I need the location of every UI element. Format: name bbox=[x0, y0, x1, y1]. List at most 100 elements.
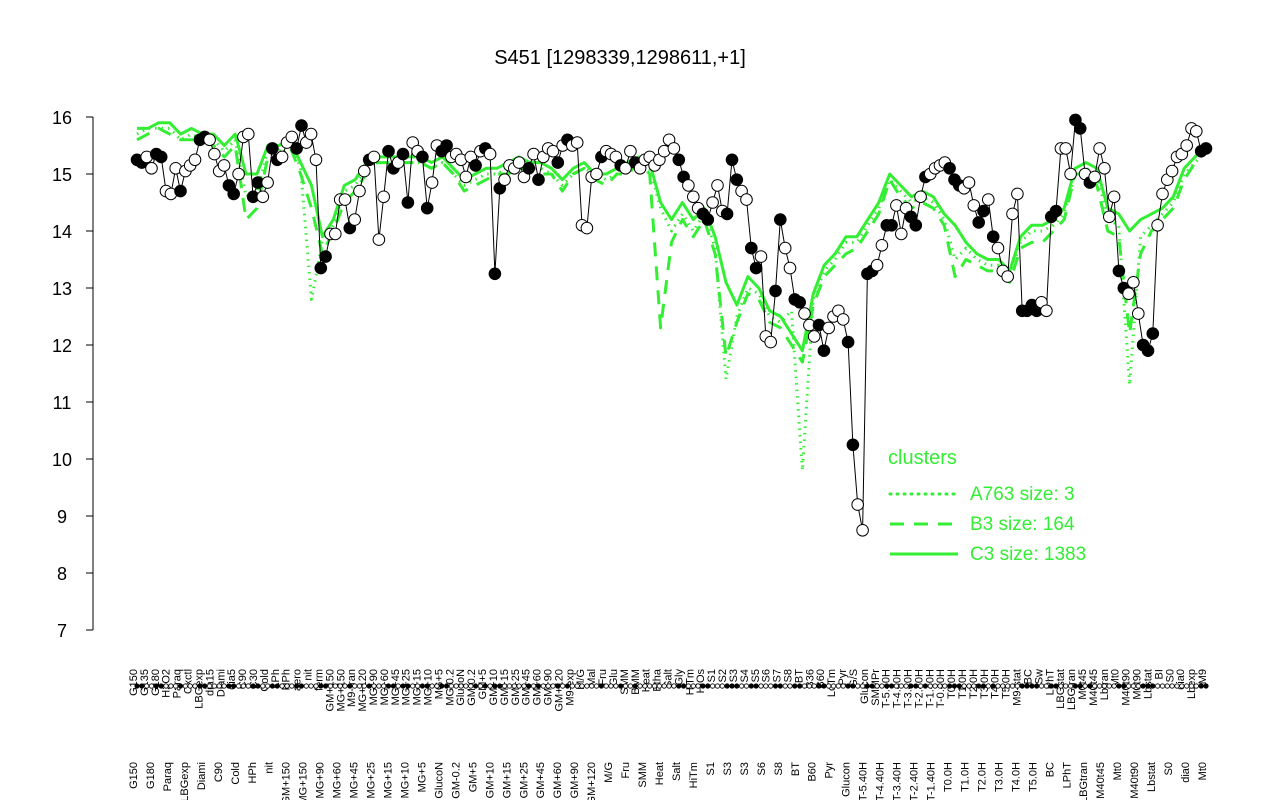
x-rug-marker bbox=[1179, 683, 1185, 689]
x-tick-label-lower: GM+120 bbox=[586, 762, 598, 800]
x-rug-marker bbox=[1101, 683, 1108, 689]
x-tick-label-upper: MG+120 bbox=[357, 669, 369, 712]
x-rug-marker bbox=[1068, 683, 1074, 689]
x-rug-marker bbox=[801, 683, 808, 689]
data-point bbox=[793, 296, 807, 309]
x-rug-marker bbox=[506, 683, 513, 689]
x-tick-label-lower: MG+15 bbox=[383, 762, 395, 798]
x-tick-label-upper: S7 bbox=[772, 669, 784, 682]
x-tick-label-lower: Mt0 bbox=[1112, 762, 1124, 780]
x-rug-marker bbox=[497, 683, 503, 689]
x-rug-marker bbox=[1150, 683, 1156, 689]
x-rug-marker bbox=[1135, 683, 1141, 689]
data-point bbox=[1127, 276, 1140, 289]
x-rug-marker bbox=[400, 683, 406, 689]
data-point bbox=[706, 196, 719, 209]
x-rug-marker bbox=[443, 683, 450, 689]
x-rug-marker bbox=[1014, 683, 1021, 689]
x-tick-label-upper: dia15 bbox=[204, 669, 216, 696]
data-point bbox=[232, 167, 245, 181]
x-rug-marker bbox=[811, 683, 817, 689]
data-point bbox=[991, 241, 1005, 255]
x-tick-label-upper: S0 bbox=[1164, 669, 1176, 682]
data-point bbox=[725, 153, 739, 167]
data-points bbox=[130, 113, 1213, 537]
x-tick-label-lower: S6 bbox=[756, 762, 768, 775]
x-rug-marker bbox=[385, 683, 392, 689]
data-point bbox=[783, 261, 797, 275]
x-rug-marker bbox=[1155, 683, 1161, 689]
x-rug-marker bbox=[298, 683, 305, 689]
data-point bbox=[459, 170, 473, 184]
data-point bbox=[1059, 142, 1072, 155]
x-tick-label-lower: S3 bbox=[739, 762, 751, 775]
x-rug-marker bbox=[932, 683, 938, 689]
data-point bbox=[309, 153, 323, 167]
x-tick-label-upper: M9 bbox=[1197, 669, 1209, 684]
x-tick-label-upper: LBGexp bbox=[193, 669, 205, 709]
x-rug-marker bbox=[366, 683, 372, 689]
data-point bbox=[619, 162, 632, 175]
x-rug-marker bbox=[656, 683, 663, 689]
data-point bbox=[295, 119, 308, 132]
x-tick-label-lower: GM+150 bbox=[281, 762, 293, 800]
x-rug-marker bbox=[327, 683, 334, 689]
legend: clusters A763 size: 3 B3 size: 164 C3 si… bbox=[888, 447, 1086, 565]
x-tick-label-lower: MG+10 bbox=[400, 762, 412, 798]
x-rug-marker bbox=[236, 683, 242, 689]
x-rug-marker bbox=[763, 683, 769, 689]
x-tick-label-upper: T0.0H bbox=[946, 669, 958, 699]
x-rug-marker bbox=[264, 683, 271, 689]
data-point bbox=[769, 284, 782, 298]
data-point bbox=[154, 150, 168, 164]
x-tick-label-lower: T-5.40H bbox=[858, 762, 870, 800]
x-rug-marker bbox=[410, 683, 416, 689]
x-rug-marker bbox=[1072, 683, 1079, 689]
x-rug-marker bbox=[202, 683, 208, 689]
x-rug-marker bbox=[564, 683, 571, 689]
x-tick-label-upper: S6 bbox=[761, 669, 773, 682]
x-rug-marker bbox=[1024, 683, 1030, 689]
legend-label-b3: B3 size: 164 bbox=[970, 514, 1075, 535]
x-rug-marker bbox=[603, 683, 609, 689]
data-point bbox=[895, 227, 908, 241]
x-rug-marker bbox=[738, 683, 745, 689]
data-point bbox=[846, 438, 860, 452]
data-point bbox=[1011, 187, 1024, 201]
x-rug-marker bbox=[719, 683, 725, 689]
data-point bbox=[353, 184, 366, 198]
x-tick-label-lower: HiTm bbox=[688, 762, 700, 788]
x-rug-marker bbox=[1145, 683, 1151, 689]
x-rug-marker bbox=[966, 683, 972, 689]
data-point bbox=[580, 221, 594, 235]
y-tick-label: 14 bbox=[52, 222, 72, 242]
x-tick-label-lower: G150 bbox=[128, 762, 140, 789]
x-tick-label-lower: GM+15 bbox=[501, 762, 513, 798]
x-rug-marker bbox=[821, 683, 827, 689]
x-rug-marker bbox=[622, 683, 629, 689]
x-rug-marker bbox=[521, 683, 527, 689]
x-tick-label-upper: G150 bbox=[128, 669, 140, 696]
x-tick-label-lower: T-2.40H bbox=[909, 762, 921, 800]
data-point bbox=[711, 179, 724, 192]
x-tick-label-upper: LBGtran bbox=[1066, 669, 1078, 710]
x-tick-label-upper: BI bbox=[1153, 669, 1165, 679]
x-rug-marker bbox=[995, 683, 1001, 689]
data-point bbox=[416, 150, 429, 164]
data-point bbox=[377, 190, 391, 204]
data-point bbox=[1103, 210, 1116, 224]
x-rug-marker bbox=[1097, 683, 1103, 689]
x-tick-label-lower: LBGexp bbox=[179, 762, 191, 800]
data-point bbox=[754, 250, 768, 263]
x-rug-marker bbox=[942, 683, 948, 689]
data-point bbox=[522, 162, 536, 175]
x-rug-marker bbox=[753, 683, 759, 689]
x-rug-marker bbox=[134, 683, 140, 689]
x-rug-marker bbox=[530, 683, 537, 689]
data-point bbox=[256, 190, 270, 204]
x-rug-marker bbox=[318, 683, 324, 689]
x-tick-label-lower: M40t90 bbox=[1129, 762, 1141, 799]
x-tick-label-lower: LBGtran bbox=[1078, 762, 1090, 800]
x-rug-marker bbox=[197, 683, 203, 689]
